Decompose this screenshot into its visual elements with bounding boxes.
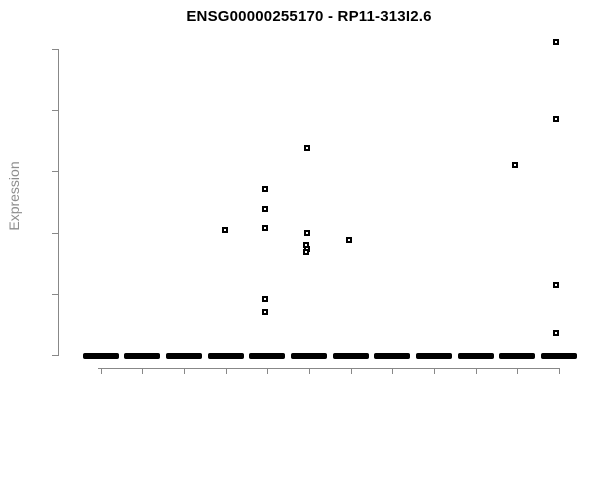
y-axis-tick: [52, 355, 58, 356]
zero-expression-cluster: [374, 352, 411, 359]
expression-point: [303, 249, 310, 256]
expression-point: [553, 115, 560, 122]
expression-point: [553, 329, 560, 336]
x-axis-tick: [350, 368, 352, 374]
expression-point: [261, 185, 268, 192]
x-category-label: [0, 377, 105, 490]
x-axis-line: [98, 368, 560, 369]
x-category-label: [200, 377, 313, 490]
y-axis-tick: [52, 110, 58, 112]
expression-point: [221, 227, 228, 234]
expression-point: [261, 224, 268, 231]
x-axis-tick: [517, 368, 519, 374]
x-category-label: [242, 377, 355, 490]
expression-point: [346, 236, 353, 243]
zero-expression-cluster: [541, 352, 578, 359]
x-axis-tick: [184, 368, 186, 374]
y-axis-tick: [52, 171, 58, 173]
x-category-label: [158, 377, 271, 490]
x-category-label: [283, 377, 396, 490]
x-axis-tick: [475, 368, 477, 374]
zero-expression-cluster: [249, 352, 286, 359]
x-axis-tick: [100, 368, 102, 374]
expression-point: [262, 309, 269, 316]
y-axis-tick: [52, 49, 58, 50]
zero-expression-cluster: [207, 352, 244, 359]
x-axis-tick: [309, 368, 311, 374]
chart-title: ENSG00000255170 - RP11-313I2.6: [186, 8, 432, 25]
x-axis-tick: [225, 368, 227, 374]
expression-point: [553, 38, 560, 45]
zero-expression-cluster: [291, 352, 328, 359]
y-axis-tick: [52, 293, 58, 295]
x-category-label: [325, 377, 438, 490]
expression-point: [304, 145, 311, 152]
zero-expression-cluster: [499, 352, 536, 359]
y-axis-tick: [52, 232, 58, 234]
zero-expression-cluster: [457, 352, 494, 359]
y-axis-line: [58, 49, 59, 356]
zero-expression-cluster: [82, 352, 119, 359]
x-category-label: [75, 377, 188, 490]
expression-point: [262, 295, 269, 302]
x-category-label: [117, 377, 230, 490]
zero-expression-cluster: [332, 352, 369, 359]
x-category-label: [450, 377, 563, 490]
expression-point: [303, 229, 310, 236]
x-axis-tick: [267, 368, 269, 374]
x-category-label: [33, 377, 146, 490]
y-axis-label: Expression: [6, 161, 22, 231]
zero-expression-cluster: [166, 352, 203, 359]
expression-point: [261, 206, 268, 213]
x-category-label: [367, 377, 480, 490]
x-category-label: [408, 377, 521, 490]
x-axis-tick: [434, 368, 436, 374]
expression-point: [512, 162, 519, 169]
zero-expression-cluster: [416, 352, 453, 359]
x-axis-tick: [142, 368, 144, 374]
x-axis-tick: [392, 368, 394, 374]
x-axis-tick: [559, 368, 561, 374]
zero-expression-cluster: [124, 352, 161, 359]
expression-point: [553, 282, 560, 289]
